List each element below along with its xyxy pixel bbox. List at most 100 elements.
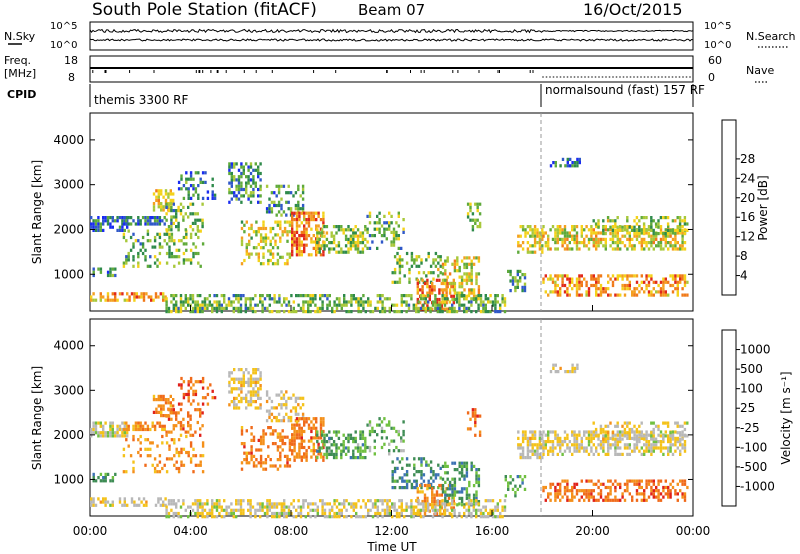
heatmap-cell [197,196,200,200]
heatmap-cell [295,294,298,298]
heatmap-cell [609,436,612,440]
heatmap-cell [263,306,267,310]
heatmap-cell [323,515,327,519]
heatmap-cell [367,499,370,503]
heatmap-cell [297,184,300,188]
heatmap-cell [521,446,525,450]
heatmap-cell [631,436,634,440]
heatmap-cell [657,492,660,496]
heatmap-cell [614,225,617,229]
heatmap-cell [249,300,252,304]
heatmap-cell [606,219,610,223]
heatmap-cell [194,502,197,506]
heatmap-cell [310,455,313,459]
heatmap-cell [391,473,394,477]
heatmap-cell [257,406,260,410]
heatmap-cell [468,262,471,266]
heatmap-cell [647,228,651,232]
heatmap-cell [566,164,569,168]
heatmap-cell [446,500,449,504]
heatmap-cell [208,294,211,298]
heatmap-cell [240,200,243,204]
heatmap-cell [257,390,260,394]
heatmap-cell [158,261,162,265]
heatmap-cell [168,444,171,448]
heatmap-cell [165,310,168,314]
heatmap-cell [213,196,217,200]
heatmap-cell [521,241,525,245]
heatmap-cell [575,234,579,238]
heatmap-cell [352,244,355,248]
heatmap-cell [297,419,300,423]
heatmap-cell [279,435,282,439]
heatmap-cell [438,483,441,488]
heatmap-cell [652,446,655,450]
heatmap-cell [405,261,409,265]
heatmap-cell [340,511,343,516]
heatmap-cell [305,221,308,225]
heatmap-cell [683,498,687,502]
heatmap-cell [590,489,593,493]
heatmap-cell [211,515,214,519]
heatmap-cell [257,461,260,465]
heatmap-cell [439,258,442,262]
heatmap-cell [549,370,553,374]
heatmap-cell [295,237,299,241]
heatmap-cell [307,423,311,427]
heatmap-cell [266,505,269,509]
heatmap-cell [262,220,265,224]
heatmap-cell [165,218,168,222]
heatmap-cell [167,430,171,434]
heatmap-cell [635,479,639,483]
heatmap-cell [614,241,617,245]
heatmap-cell [126,298,129,302]
heatmap-cell [310,214,313,218]
heatmap-cell [451,496,454,500]
heatmap-cell [412,511,415,516]
heatmap-cell [420,476,423,480]
heatmap-cell [542,446,545,450]
heatmap-cell [126,434,129,438]
heatmap-cell [367,511,370,516]
heatmap-cell [431,303,435,307]
heatmap-cell [157,295,160,299]
heatmap-cell [177,261,181,265]
heatmap-cell [268,210,271,214]
heatmap-cell [616,443,619,447]
heatmap-cell [561,274,564,278]
heatmap-cell [364,449,367,453]
heatmap-cell [376,221,379,225]
heatmap-cell [146,222,150,226]
heatmap-cell [317,214,320,218]
heatmap-cell [318,449,321,453]
heatmap-cell [199,294,202,298]
heatmap-cell [298,436,301,440]
heatmap-cell [275,406,278,410]
heatmap-cell [460,503,464,507]
heatmap-cell [679,280,682,284]
heatmap-cell [347,446,350,450]
heatmap-cell [293,243,296,247]
heatmap-cell [332,452,336,456]
heatmap-cell [333,502,336,506]
heatmap-cell [420,473,423,477]
heatmap-cell [551,277,555,281]
heatmap-cell [650,293,653,297]
heatmap-cell [533,228,537,232]
heatmap-cell [137,222,140,226]
heatmap-cell [556,277,559,281]
heatmap-cell [549,247,552,251]
heatmap-cell [484,499,487,503]
heatmap-cell [533,436,537,440]
heatmap-cell [397,246,400,250]
heatmap-cell [197,184,200,188]
heatmap-cell [249,384,253,388]
heatmap-cell [196,420,199,425]
heatmap-cell [679,244,682,248]
heatmap-cell [170,411,173,415]
heatmap-cell [638,228,641,232]
heatmap-cell [451,306,454,310]
heatmap-cell [556,293,559,297]
heatmap-cell [616,424,619,428]
heatmap-cell [230,162,233,166]
